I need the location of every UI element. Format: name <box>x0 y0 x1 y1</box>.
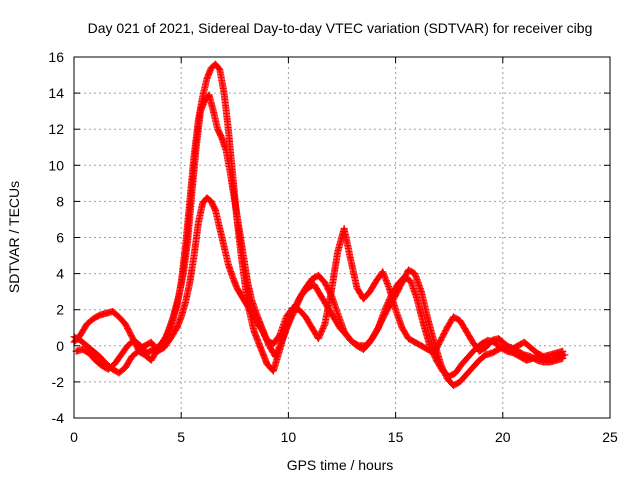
data-points <box>70 60 569 390</box>
data-point <box>561 351 569 359</box>
y-tick-label: 4 <box>56 266 64 282</box>
y-tick-label: -4 <box>52 410 65 426</box>
chart-title: Day 021 of 2021, Sidereal Day-to-day VTE… <box>88 20 593 36</box>
y-tick-label: 0 <box>56 338 64 354</box>
axis-ticks: 0 5 10 15 20 25 -4 -2 0 2 4 6 8 10 12 14 16 <box>48 49 618 445</box>
x-tick-label: 5 <box>177 429 185 445</box>
y-tick-label: 2 <box>56 302 64 318</box>
x-tick-label: 10 <box>281 429 297 445</box>
data-point <box>320 322 328 330</box>
y-tick-label: 16 <box>48 49 64 65</box>
y-tick-label: 10 <box>48 157 64 173</box>
x-tick-label: 25 <box>602 429 618 445</box>
y-tick-label: 12 <box>48 121 64 137</box>
y-tick-label: 6 <box>56 230 64 246</box>
x-tick-label: 0 <box>70 429 78 445</box>
y-tick-label: 8 <box>56 193 64 209</box>
x-axis-label: GPS time / hours <box>287 457 394 473</box>
y-tick-label: -2 <box>52 374 65 390</box>
y-tick-label: 14 <box>48 85 64 101</box>
y-axis-label: SDTVAR / TECUs <box>6 181 22 293</box>
plot-frame <box>73 56 611 419</box>
x-tick-label: 15 <box>388 429 404 445</box>
series-trace-c <box>72 91 569 380</box>
x-tick-label: 20 <box>495 429 511 445</box>
